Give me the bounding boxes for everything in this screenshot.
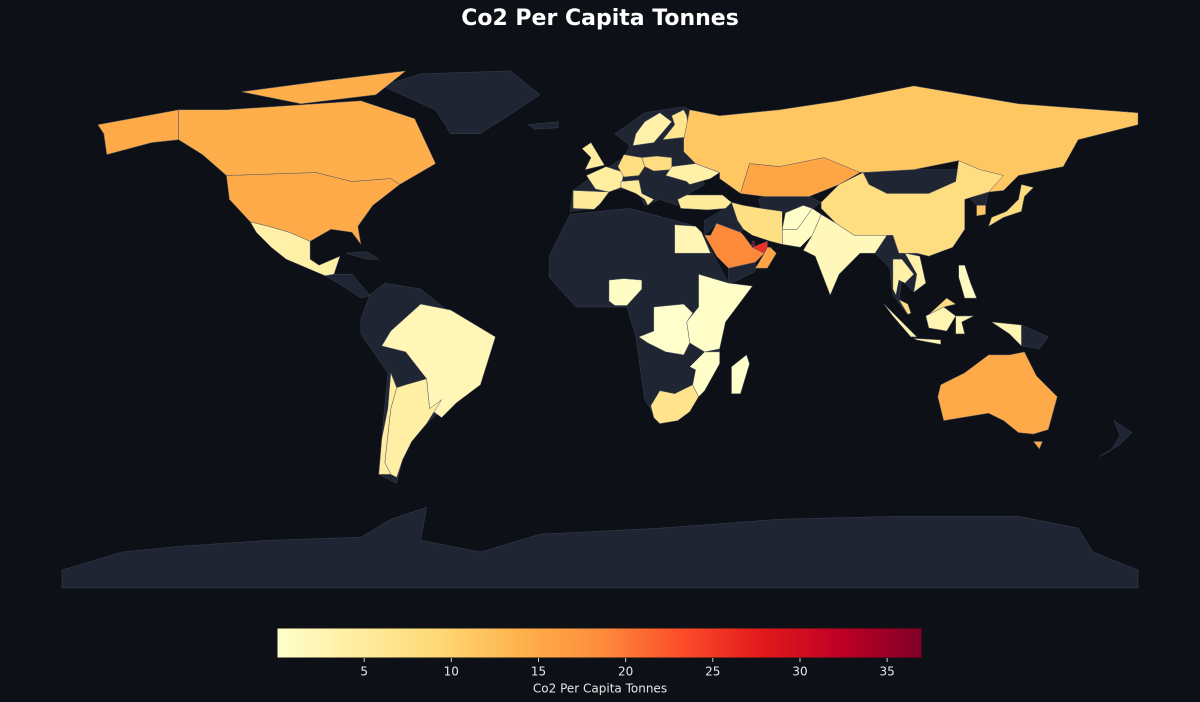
- colorbar-tick-label: 35: [879, 665, 894, 679]
- country: [689, 351, 720, 398]
- country: [378, 372, 397, 475]
- country: [178, 100, 436, 185]
- countries: [97, 70, 1139, 478]
- country: [620, 179, 655, 206]
- land-no-data: [381, 70, 541, 134]
- country: [249, 221, 341, 276]
- country: [581, 142, 605, 170]
- colorbar: [276, 627, 923, 659]
- country: [754, 247, 777, 269]
- land-no-data: [527, 121, 559, 130]
- colorbar-tick-label: 5: [360, 665, 368, 679]
- country: [913, 338, 941, 345]
- country: [665, 163, 721, 185]
- country: [925, 306, 957, 332]
- land-no-data: [1099, 419, 1133, 457]
- country: [988, 184, 1034, 227]
- colorbar-tick-label: 20: [618, 665, 633, 679]
- country: [731, 354, 750, 394]
- country: [731, 202, 783, 245]
- country: [740, 157, 861, 197]
- country: [904, 252, 927, 293]
- land-no-data: [345, 251, 380, 260]
- country: [632, 112, 673, 146]
- country: [782, 205, 813, 230]
- country: [650, 384, 699, 424]
- country: [677, 194, 732, 211]
- land-no-data: [61, 506, 1139, 589]
- country: [955, 315, 974, 335]
- country: [638, 303, 694, 356]
- country: [883, 303, 918, 338]
- colorbar-tick-label: 30: [792, 665, 807, 679]
- country: [751, 240, 755, 247]
- country: [898, 298, 912, 315]
- colorbar-tick-label: 10: [444, 665, 459, 679]
- colorbar-ticks: 5 10 15 20 25 30 35: [360, 658, 895, 679]
- country: [892, 258, 915, 296]
- colorbar-title: Co2 Per Capita Tonnes: [533, 682, 667, 696]
- country: [1032, 441, 1043, 450]
- country: [937, 351, 1058, 435]
- chart-title: Co2 Per Capita Tonnes: [461, 6, 739, 31]
- country: [241, 70, 407, 105]
- land-no-data: [728, 261, 756, 284]
- country: [674, 224, 711, 254]
- country: [608, 278, 643, 306]
- colorbar-tick-label: 25: [705, 665, 720, 679]
- country: [976, 205, 986, 217]
- country: [991, 321, 1022, 347]
- country: [958, 264, 977, 299]
- colorbar-tick-label: 15: [531, 665, 546, 679]
- country: [572, 190, 610, 210]
- country: [381, 303, 496, 418]
